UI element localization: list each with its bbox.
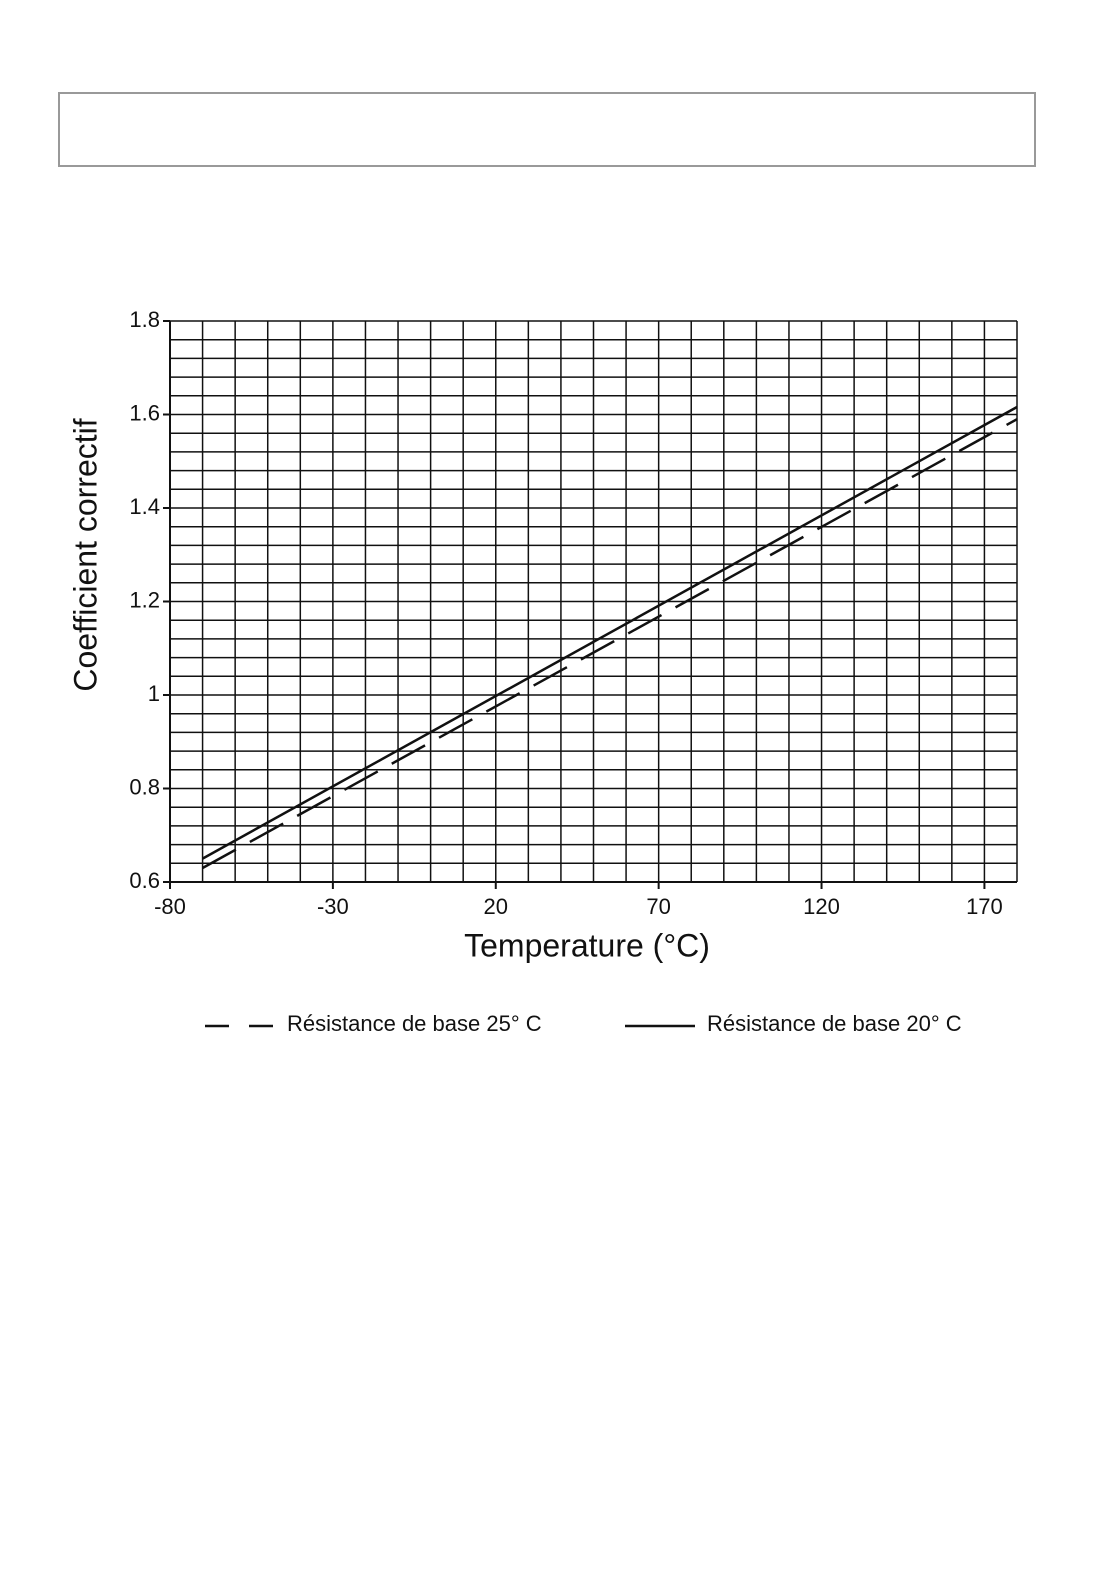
header-box xyxy=(58,92,1036,167)
x-tick-label: 20 xyxy=(484,894,508,919)
legend-label: Résistance de base 20° C xyxy=(707,1011,962,1036)
x-tick-label: 170 xyxy=(966,894,1003,919)
x-tick-label: -30 xyxy=(317,894,349,919)
x-tick-label: 70 xyxy=(646,894,670,919)
x-tick-label: 120 xyxy=(803,894,840,919)
y-tick-label: 1.6 xyxy=(129,400,160,425)
y-axis-title: Coefficient correctif xyxy=(67,418,103,691)
y-tick-label: 0.6 xyxy=(129,868,160,893)
y-tick-label: 1.4 xyxy=(129,494,160,519)
legend-label: Résistance de base 25° C xyxy=(287,1011,542,1036)
y-tick-label: 0.8 xyxy=(129,774,160,799)
y-tick-label: 1.8 xyxy=(129,307,160,332)
series-line xyxy=(201,405,1018,860)
y-tick-label: 1 xyxy=(148,681,160,706)
series-line xyxy=(201,418,1018,870)
x-axis-title: Temperature (°C) xyxy=(464,927,710,963)
y-tick-label: 1.2 xyxy=(129,587,160,612)
x-tick-label: -80 xyxy=(154,894,186,919)
